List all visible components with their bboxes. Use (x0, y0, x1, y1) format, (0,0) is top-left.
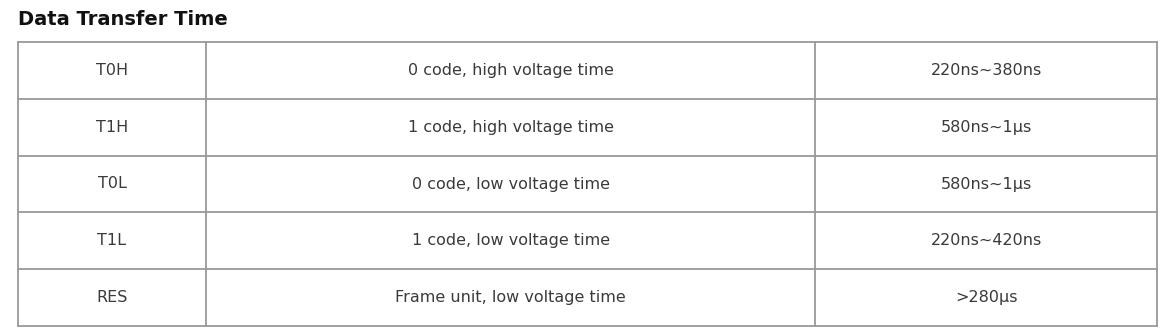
Text: 580ns~1μs: 580ns~1μs (940, 176, 1032, 192)
Text: T0H: T0H (96, 63, 128, 78)
Text: 0 code, high voltage time: 0 code, high voltage time (408, 63, 613, 78)
Text: T0L: T0L (98, 176, 127, 192)
Text: Frame unit, low voltage time: Frame unit, low voltage time (395, 290, 626, 305)
Text: RES: RES (96, 290, 128, 305)
Text: Data Transfer Time: Data Transfer Time (18, 10, 228, 29)
Text: T1L: T1L (98, 233, 127, 248)
Text: >280μs: >280μs (955, 290, 1018, 305)
Text: 1 code, low voltage time: 1 code, low voltage time (411, 233, 610, 248)
Text: T1H: T1H (96, 120, 128, 135)
Text: 220ns~380ns: 220ns~380ns (931, 63, 1042, 78)
Text: 580ns~1μs: 580ns~1μs (940, 120, 1032, 135)
Text: 220ns~420ns: 220ns~420ns (931, 233, 1042, 248)
Text: 0 code, low voltage time: 0 code, low voltage time (411, 176, 610, 192)
Text: 1 code, high voltage time: 1 code, high voltage time (408, 120, 613, 135)
